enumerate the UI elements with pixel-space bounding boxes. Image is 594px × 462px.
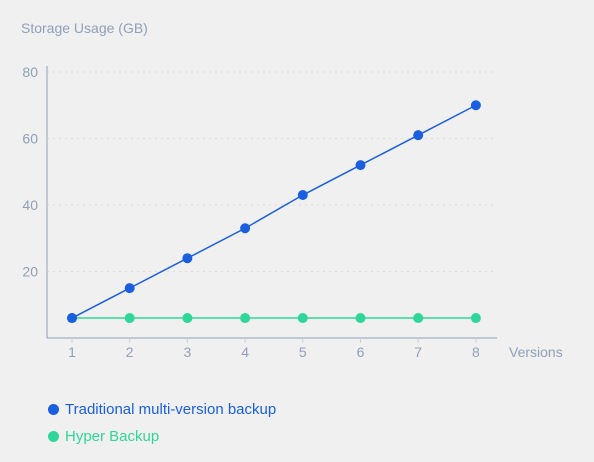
grid-lines (47, 71, 497, 272)
x-tick-label: 3 (184, 344, 192, 360)
data-point-traditional (470, 100, 481, 111)
data-point-traditional (182, 253, 193, 264)
x-tick-label: 4 (241, 344, 249, 360)
y-tick-labels: 20 40 60 80 (22, 64, 38, 280)
legend-marker-hyper-backup (48, 430, 59, 442)
data-point-hyper-backup (240, 313, 251, 324)
y-axis-title: Storage Usage (GB) (21, 20, 148, 36)
data-point-traditional (355, 160, 366, 171)
x-tick-label: 5 (299, 344, 307, 360)
x-tick-label: 1 (68, 344, 76, 360)
data-point-traditional (124, 283, 135, 294)
x-tick-label: 7 (414, 344, 422, 360)
y-tick-label: 40 (22, 197, 38, 213)
data-point-traditional (240, 223, 251, 234)
axes (46, 66, 497, 343)
legend-item-traditional[interactable]: Traditional multi-version backup (48, 396, 276, 422)
x-tick-label: 8 (472, 344, 480, 360)
data-point-hyper-backup (355, 313, 366, 324)
legend: Traditional multi-version backup Hyper B… (48, 396, 276, 450)
series-line-traditional (71, 104, 477, 319)
x-axis-title: Versions (509, 344, 563, 360)
y-tick-label: 60 (22, 131, 38, 147)
data-point-traditional (413, 130, 424, 141)
legend-item-hyper-backup[interactable]: Hyper Backup (48, 423, 276, 449)
legend-marker-traditional (48, 403, 59, 415)
y-tick-label: 20 (22, 264, 38, 280)
data-point-hyper-backup (124, 313, 135, 324)
x-tick-labels: 1 2 3 4 5 6 7 8 (68, 344, 480, 360)
legend-label-hyper-backup: Hyper Backup (65, 427, 160, 445)
legend-label-traditional: Traditional multi-version backup (65, 400, 277, 418)
x-tick-label: 6 (357, 344, 365, 360)
data-point-hyper-backup (182, 313, 193, 324)
x-tick-label: 2 (126, 344, 134, 360)
data-point-traditional (297, 190, 308, 201)
data-point-hyper-backup (470, 313, 481, 324)
data-point-hyper-backup (297, 313, 308, 324)
data-point-hyper-backup (413, 313, 424, 324)
data-point-traditional (67, 313, 77, 324)
y-tick-label: 80 (22, 64, 38, 80)
series-layer (67, 100, 481, 324)
